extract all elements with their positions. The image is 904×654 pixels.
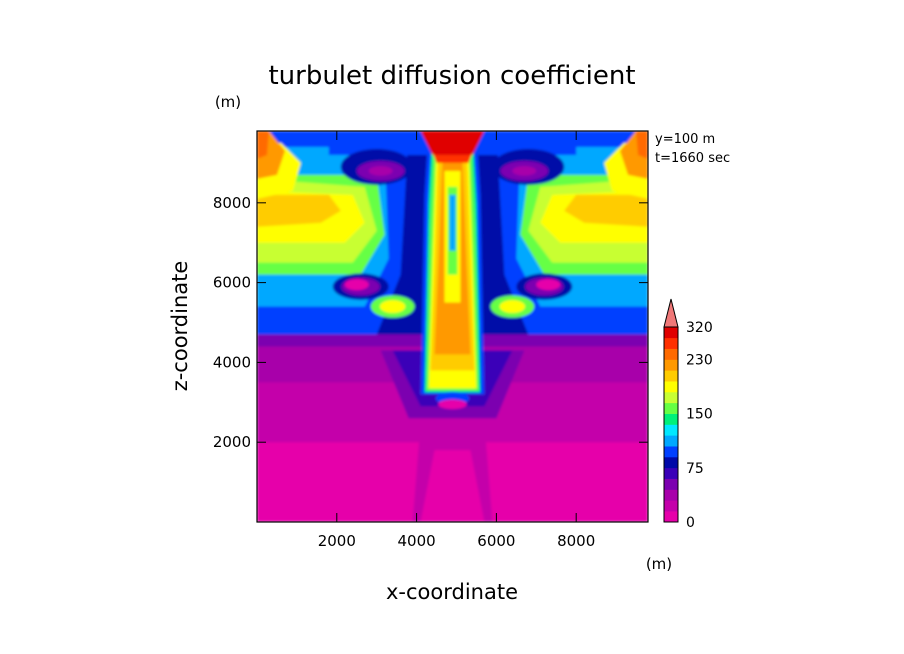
contour-region bbox=[420, 450, 485, 522]
contour-cell bbox=[499, 300, 526, 313]
colorbar-tick-label: 320 bbox=[686, 320, 713, 336]
contour-region bbox=[257, 131, 269, 159]
colorbar-tick-label: 0 bbox=[686, 515, 695, 531]
colorbar-swatch bbox=[664, 392, 678, 404]
x-unit-label: (m) bbox=[646, 555, 672, 573]
contour-region bbox=[476, 131, 577, 155]
colorbar: 0 75 150 230 320 bbox=[663, 298, 713, 531]
colorbar-swatch bbox=[664, 478, 678, 490]
x-tick-label: 8000 bbox=[557, 532, 595, 550]
colorbar-tick-label: 75 bbox=[686, 461, 704, 477]
y-axis: 2000 4000 6000 8000 bbox=[213, 194, 648, 451]
colorbar-frame bbox=[663, 326, 679, 523]
x-tick-label: 6000 bbox=[477, 532, 515, 550]
colorbar-swatch bbox=[664, 457, 678, 469]
y-axis-label: z-coordinate bbox=[168, 261, 192, 392]
colorbar-swatch bbox=[664, 402, 678, 414]
colorbar-swatch bbox=[664, 467, 678, 479]
y-unit-label: (m) bbox=[215, 93, 241, 111]
contour-region bbox=[328, 131, 429, 155]
colorbar-swatch bbox=[664, 489, 678, 501]
contour-region bbox=[420, 131, 485, 155]
x-tick-label: 2000 bbox=[318, 532, 356, 550]
y-tick-label: 4000 bbox=[213, 353, 251, 371]
contour-cell bbox=[512, 166, 537, 176]
colorbar-swatch bbox=[664, 337, 678, 349]
contour-cell bbox=[438, 399, 467, 410]
y-tick-label: 6000 bbox=[213, 274, 251, 292]
colorbar-swatch bbox=[664, 424, 678, 436]
contour-field bbox=[257, 131, 648, 522]
contour-region bbox=[257, 194, 341, 227]
chart-title: turbulet diffusion coefficient bbox=[268, 61, 635, 91]
colorbar-extend-arrow bbox=[663, 298, 679, 328]
contour-cell bbox=[536, 279, 561, 291]
colorbar-swatch bbox=[664, 348, 678, 360]
colorbar-swatch bbox=[664, 359, 678, 371]
colorbar-swatch bbox=[664, 327, 678, 339]
y-tick-label: 8000 bbox=[213, 194, 251, 212]
contour-cell bbox=[344, 279, 369, 291]
colorbar-tick-label: 230 bbox=[686, 353, 713, 369]
contour-cell bbox=[368, 166, 393, 176]
colorbar-swatch bbox=[664, 511, 678, 523]
x-axis: 2000 4000 6000 8000 bbox=[318, 131, 595, 550]
x-axis-label: x-coordinate bbox=[386, 580, 518, 604]
y-tick-label: 2000 bbox=[213, 433, 251, 451]
colorbar-swatch bbox=[664, 381, 678, 393]
colorbar-swatch bbox=[664, 413, 678, 425]
colorbar-swatch bbox=[664, 446, 678, 458]
contour-region bbox=[564, 194, 648, 227]
contour-band bbox=[449, 194, 456, 251]
colorbar-swatch bbox=[664, 500, 678, 512]
colorbar-swatch bbox=[664, 435, 678, 447]
annotation-y: y=100 m bbox=[655, 132, 715, 147]
plot-frame bbox=[256, 130, 649, 523]
colorbar-swatch bbox=[664, 370, 678, 382]
contour-region bbox=[636, 131, 648, 159]
contour-cell bbox=[379, 300, 406, 313]
annotation-t: t=1660 sec bbox=[655, 151, 730, 166]
colorbar-tick-label: 150 bbox=[686, 407, 713, 423]
x-tick-label: 4000 bbox=[397, 532, 435, 550]
